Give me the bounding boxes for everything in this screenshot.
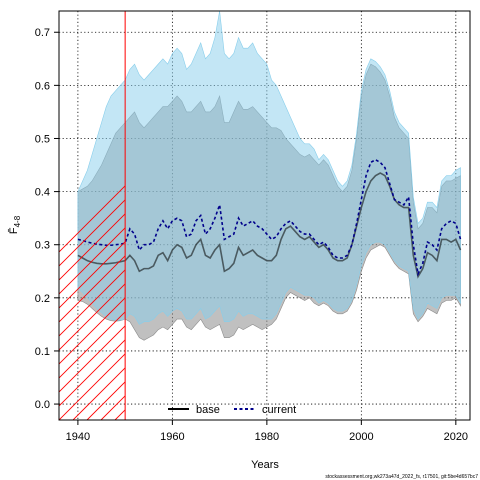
hatch-border <box>59 11 126 420</box>
y-tick-label: 0.4 <box>35 187 50 199</box>
hatch-line <box>59 325 126 393</box>
y-tick-label: 0.3 <box>35 240 50 252</box>
hatch-line <box>59 199 126 267</box>
x-axis: 1940 1960 1980 2000 2020 <box>66 420 468 443</box>
y-tick-label: 0.1 <box>35 346 50 358</box>
plot-frame <box>58 10 471 421</box>
y-axis-title-sub: 4-8 <box>13 215 22 227</box>
x-tick-label: 1960 <box>160 431 184 443</box>
y-tick-label: 0.5 <box>35 133 50 145</box>
y-axis-title-main: F̄ <box>7 227 20 234</box>
legend-label-current: current <box>262 404 296 416</box>
confidence-bands <box>77 11 461 341</box>
y-tick-label: 0.6 <box>35 80 50 92</box>
x-axis-title: Years <box>251 459 279 471</box>
y-tick-label: 0.0 <box>35 399 50 411</box>
hatch-line <box>59 297 126 365</box>
y-axis: 0.0 0.1 0.2 0.3 0.4 0.5 0.6 0.7 <box>35 27 59 411</box>
x-tick-label: 2020 <box>444 431 468 443</box>
band-current <box>77 11 461 325</box>
x-tick-label: 1980 <box>255 431 279 443</box>
line-current <box>77 158 462 277</box>
hatch-lines <box>59 11 480 420</box>
watermark: stockassessment.org,wk273a47d_2022_fs, r… <box>325 474 478 480</box>
y-tick-label: 0.2 <box>35 293 50 305</box>
hatch-line <box>59 311 126 379</box>
hatch-line <box>59 213 126 281</box>
hatch-line <box>465 11 480 420</box>
hatch-line <box>59 185 126 253</box>
series-lines <box>77 158 462 279</box>
hatched-region <box>59 11 480 420</box>
legend: base current <box>168 404 296 416</box>
y-axis-title: F̄4-8 <box>7 215 22 234</box>
legend-label-base: base <box>196 404 220 416</box>
x-tick-label: 2000 <box>349 431 373 443</box>
line-base <box>77 172 462 279</box>
x-tick-label: 1940 <box>66 431 90 443</box>
hatch-line <box>59 339 126 407</box>
y-tick-label: 0.7 <box>35 27 50 39</box>
